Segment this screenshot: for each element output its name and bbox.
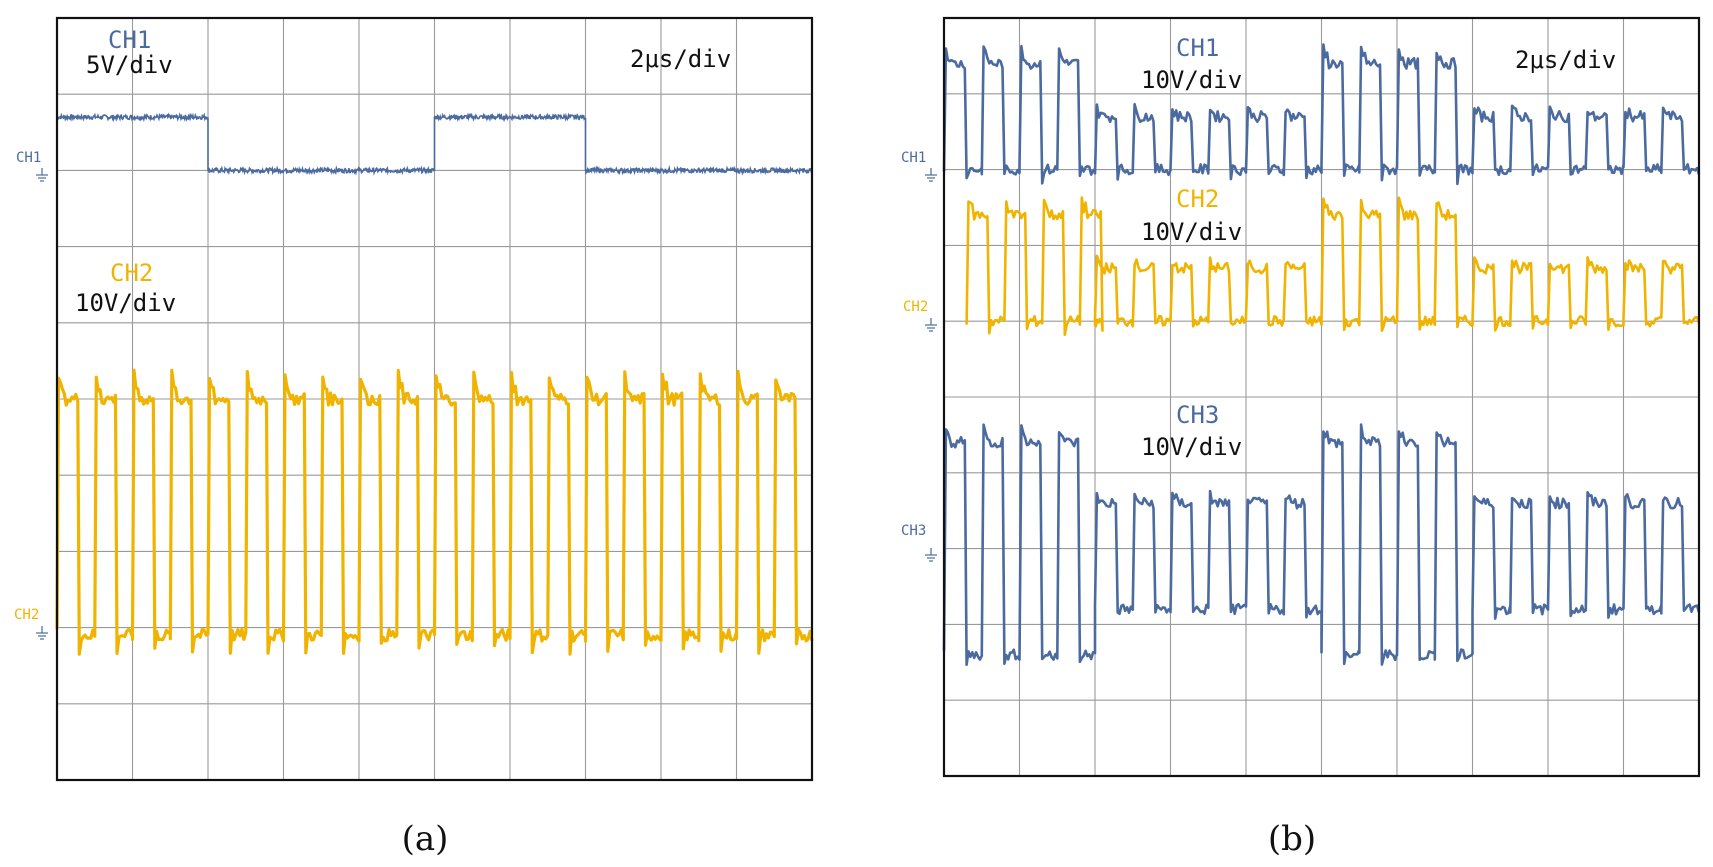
- panel-a-ch2-scale: 10V/div: [75, 289, 176, 317]
- panel-a-ch2-label: CH2: [110, 259, 153, 287]
- panel-a-ch2-ground-icon: [36, 626, 48, 640]
- panel-a-frame: [55, 16, 814, 782]
- panel-b-ch2-trace: [965, 196, 1701, 336]
- panel-b-ch2-ground-icon: [925, 318, 937, 332]
- panel-b-traces: [942, 43, 1701, 666]
- panel-a-ch1-label: CH1: [108, 26, 151, 54]
- panel-a-ch1-trace: [56, 112, 813, 176]
- panel-b-ch2-label: CH2: [1176, 185, 1219, 213]
- panel-a-ch1-ground-icon: [36, 168, 48, 182]
- panel-b-ch1-scale: 10V/div: [1141, 66, 1242, 94]
- panel-b: CH1 10V/div 2μs/div CH2 10V/div CH3 10V/…: [901, 16, 1701, 859]
- panel-a-caption: (a): [402, 819, 449, 859]
- panel-b-ch3-ground-icon: [925, 548, 937, 562]
- panel-b-timebase: 2μs/div: [1515, 46, 1616, 74]
- panel-a-ch1-scale: 5V/div: [86, 51, 173, 79]
- panel-a: CH1 5V/div 2μs/div CH2 10V/div CH1 CH2 (…: [14, 16, 814, 859]
- panel-b-caption: (b): [1268, 819, 1316, 859]
- panel-b-ch1-label: CH1: [1176, 34, 1219, 62]
- panel-b-ch3-scale: 10V/div: [1141, 433, 1242, 461]
- panel-b-ch3-label: CH3: [1176, 401, 1219, 429]
- panel-a-ch2-marker: CH2: [14, 607, 39, 623]
- panel-b-ch1-marker: CH1: [901, 150, 926, 166]
- panel-b-ch3-marker: CH3: [901, 523, 926, 539]
- panel-a-timebase: 2μs/div: [630, 45, 731, 73]
- panel-a-traces: [55, 112, 814, 656]
- panel-b-ch2-scale: 10V/div: [1141, 218, 1242, 246]
- panel-b-frame: [942, 16, 1701, 778]
- panel-b-ch3-trace: [942, 423, 1701, 666]
- panel-b-ch1-trace: [942, 43, 1701, 186]
- panel-b-ch2-marker: CH2: [903, 299, 928, 315]
- panel-a-ch1-marker: CH1: [16, 150, 41, 166]
- panel-a-ch2-trace: [55, 368, 814, 656]
- panel-b-ch1-ground-icon: [925, 168, 937, 182]
